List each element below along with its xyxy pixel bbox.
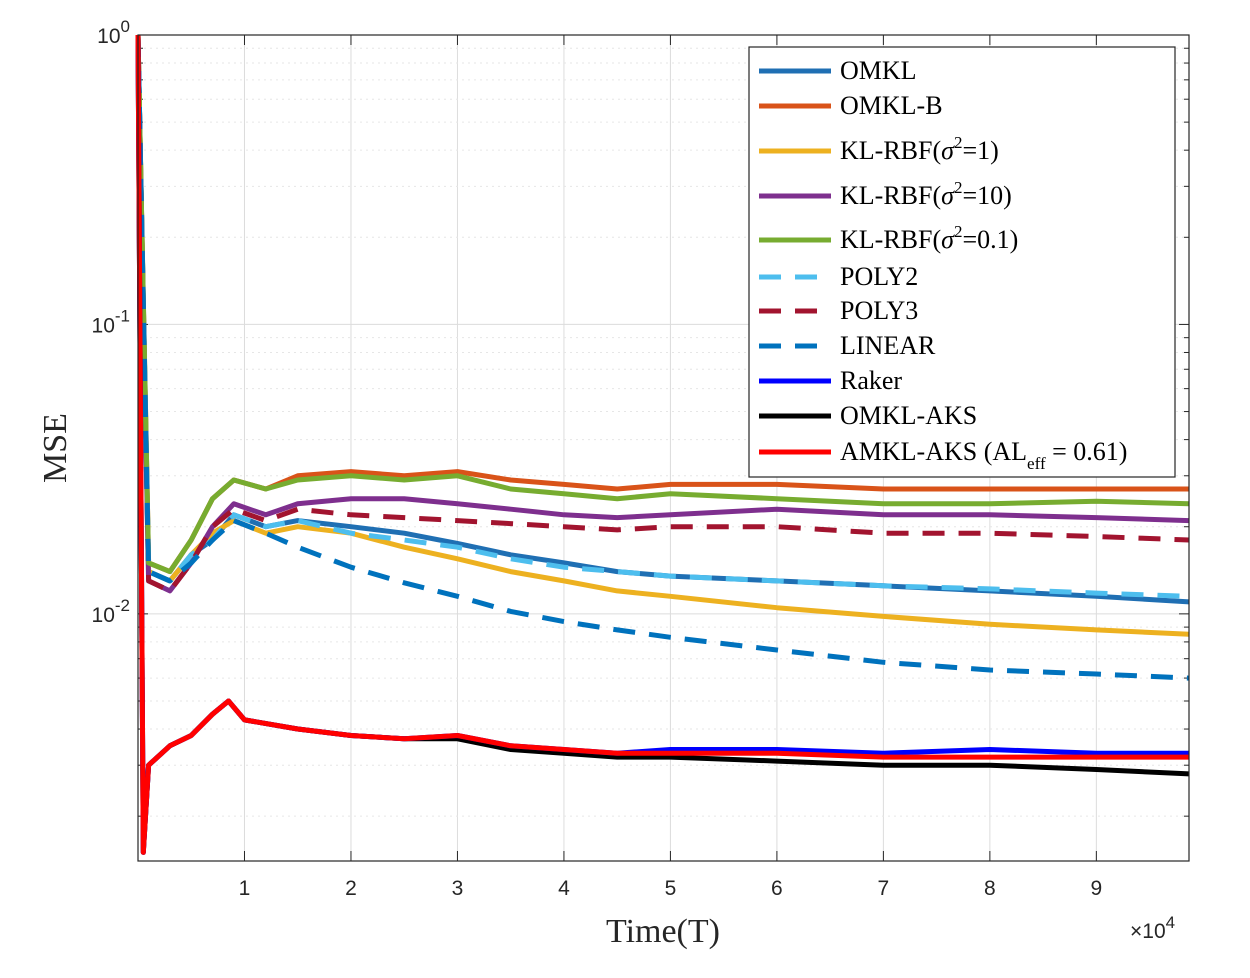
y-tick-base-2: 10 [92,604,115,627]
x-tick-label-6: 7 [878,877,890,900]
x-multiplier-exponent: 4 [1166,913,1175,932]
legend-label-5: POLY2 [840,262,918,291]
x-tick-label-0: 1 [239,877,251,900]
x-multiplier-base: ×10 [1130,920,1166,943]
x-tick-label-1: 2 [345,877,357,900]
y-tick-exponent-0: 0 [121,17,130,36]
y-tick-label-1: 10-1 [92,306,130,337]
axes-box [137,34,1190,862]
legend-label-8: Raker [840,366,902,395]
y-tick-base-0: 10 [97,25,120,48]
y-tick-label-2: 10-2 [92,596,130,627]
y-tick-exponent-1: -1 [115,306,130,325]
x-tick-label-2: 3 [452,877,464,900]
x-tick-label-4: 5 [665,877,677,900]
x-tick-label-5: 6 [771,877,783,900]
legend: OMKL OMKL-B KL-RBF(σ2=1) KL-RBF(σ2=10) KL-RB… [748,46,1176,478]
y-tick-exponent-2: -2 [115,596,130,615]
y-axis-label: MSE [37,413,74,483]
legend-label-3: KL-RBF(σ2=10) [840,178,1012,210]
series-lines [135,34,1190,855]
x-axis-label: Time(T) [606,913,720,950]
y-tick-base-1: 10 [92,314,115,337]
legend-label-7: LINEAR [840,331,936,360]
legend-label-1: OMKL-B [840,91,943,120]
legend-label-6: POLY3 [840,296,918,325]
x-tick-label-8: 9 [1091,877,1103,900]
series-line-4 [135,34,1190,575]
legend-box [748,46,1176,478]
legend-label-9: OMKL-AKS [840,401,977,430]
y-tick-label-0: 100 [97,17,130,48]
legend-label-10: AMKL-AKS (ALeff = 0.61) [840,437,1127,473]
series-line-2 [135,34,1190,637]
x-tick-label-7: 8 [984,877,996,900]
series-line-6 [135,34,1190,594]
legend-label-0: OMKL [840,56,917,85]
x-multiplier-label: ×104 [1130,913,1175,943]
x-tick-labels: 1 2 3 4 5 6 7 8 9 [239,877,1103,900]
legend-label-4: KL-RBF(σ2=0.1) [840,222,1018,254]
series-line-7 [135,34,1190,681]
legend-label-2: KL-RBF(σ2=1) [840,133,999,165]
x-tick-label-3: 4 [558,877,570,900]
series-line-10 [135,34,1189,855]
